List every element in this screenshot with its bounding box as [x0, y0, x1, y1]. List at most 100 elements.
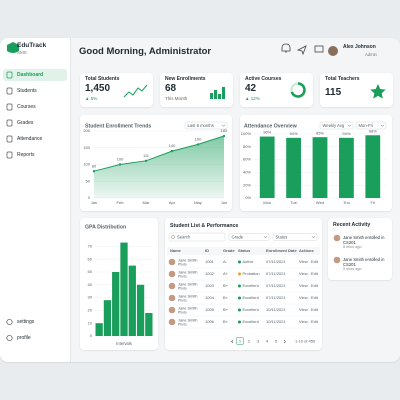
nav-item[interactable]: settings: [17, 318, 35, 325]
x-axis-label: Intervals: [116, 341, 132, 346]
next-page[interactable]: [283, 339, 286, 344]
action-link[interactable]: Edit: [311, 259, 319, 264]
bar: [95, 323, 103, 336]
enroll-date: 10/11/2021: [266, 319, 286, 324]
nav-icon[interactable]: [6, 135, 13, 143]
column-header: Status: [238, 248, 251, 253]
dropdown-label[interactable]: Grade: [232, 234, 244, 239]
nav-item[interactable]: profile: [17, 334, 31, 341]
page-number[interactable]: 4: [266, 338, 269, 343]
action-link[interactable]: Edit: [311, 271, 319, 276]
mail-icon[interactable]: [314, 45, 324, 53]
dropdown-label[interactable]: Status: [276, 234, 288, 239]
sparkline-icon: [123, 84, 148, 98]
action-link[interactable]: View: [299, 307, 308, 312]
stat-label: New Enrollments: [165, 76, 206, 82]
bell-icon[interactable]: [281, 43, 291, 53]
dropdown[interactable]: [272, 233, 318, 241]
dropdown[interactable]: [355, 121, 387, 130]
point: [170, 149, 174, 153]
search-placeholder[interactable]: Search: [177, 234, 191, 239]
donut-icon: [290, 82, 306, 98]
stat-value: 1,450: [85, 83, 111, 94]
y-tick-label: 0: [90, 333, 93, 338]
data-label: 185: [221, 128, 228, 133]
nav-active-bg: [3, 69, 67, 81]
stat-value: 68: [165, 83, 177, 94]
student-sub: Photo: [178, 310, 187, 314]
chevron: [311, 236, 316, 239]
nav-icon[interactable]: [6, 119, 13, 127]
action-link[interactable]: Edit: [311, 307, 319, 312]
activity-avatar: [333, 256, 341, 264]
nav-item[interactable]: Courses: [17, 103, 36, 110]
student-grade: B+: [223, 307, 229, 312]
nav-item[interactable]: Attendance: [17, 135, 43, 142]
student-sub: Photo: [178, 322, 187, 326]
page-number[interactable]: 5: [275, 338, 278, 343]
dropdown[interactable]: [228, 233, 270, 241]
bar: [128, 265, 136, 336]
stat-change: ▲ 5%: [85, 96, 98, 101]
point: [196, 143, 200, 146]
x-tick-label: Tue: [290, 200, 298, 205]
dropdown[interactable]: [319, 121, 354, 130]
page-range: 1-10 of 450: [295, 338, 316, 343]
page-number[interactable]: 3: [257, 338, 260, 343]
action-link[interactable]: View: [299, 271, 308, 276]
y-tick-label: 60: [88, 256, 93, 261]
student-name: Jane Smith: [178, 293, 197, 298]
search-box[interactable]: [168, 232, 226, 242]
action-link[interactable]: Edit: [311, 283, 319, 288]
student-status: Excellent: [243, 319, 260, 324]
y-tick-label: 70: [88, 243, 93, 248]
y-tick-label: 10: [88, 320, 93, 325]
nav-icon[interactable]: [6, 151, 13, 159]
nav-icon[interactable]: [6, 71, 13, 79]
nav-icon[interactable]: [6, 318, 13, 326]
send-icon[interactable]: [296, 45, 307, 56]
page-number[interactable]: 2: [248, 338, 251, 343]
stat-card: [160, 73, 233, 107]
dropdown-label[interactable]: Last 6 months: [188, 123, 214, 128]
nav-icon[interactable]: [6, 334, 13, 342]
action-link[interactable]: View: [299, 319, 308, 324]
point: [222, 134, 226, 138]
nav-icon[interactable]: [6, 103, 13, 111]
nav-item[interactable]: Grades: [17, 119, 34, 126]
star-icon: [370, 84, 386, 99]
x-tick-label: Jun: [221, 200, 227, 205]
bars-icon: [222, 87, 225, 99]
action-link[interactable]: View: [299, 259, 308, 264]
dropdown-label[interactable]: Weekly Avg: [323, 123, 345, 128]
action-link[interactable]: View: [299, 295, 308, 300]
nav-item[interactable]: Reports: [17, 151, 35, 158]
stat-note: This Month: [165, 96, 188, 101]
nav-item[interactable]: Dashboard: [17, 71, 44, 78]
student-name: Jane Smith: [178, 317, 197, 322]
stat-label: Active Courses: [245, 76, 282, 82]
action-link[interactable]: Edit: [311, 319, 319, 324]
nav-icon[interactable]: [6, 87, 13, 95]
stat-value: 115: [325, 87, 342, 98]
nav-item[interactable]: Students: [17, 87, 37, 94]
status-dot: [238, 308, 241, 312]
avatar[interactable]: [328, 46, 338, 56]
x-tick-label: Fri: [370, 200, 375, 205]
dropdown-label[interactable]: Mon-Fri: [359, 123, 373, 128]
status-dot: [238, 284, 241, 288]
student-photo: [168, 282, 176, 290]
page-number[interactable]: 1: [239, 338, 242, 343]
action-link[interactable]: Edit: [311, 295, 319, 300]
column-header: Name: [170, 248, 182, 253]
dropdown[interactable]: [184, 121, 228, 130]
user-name[interactable]: Alex Johnson: [343, 44, 376, 50]
area: [94, 136, 224, 198]
x-tick-label: Feb: [117, 200, 125, 205]
action-link[interactable]: View: [299, 283, 308, 288]
prev-page[interactable]: [231, 339, 234, 344]
column-header: Actions: [299, 248, 314, 253]
student-photo: [168, 294, 176, 302]
student-sub: Photo: [178, 262, 187, 266]
